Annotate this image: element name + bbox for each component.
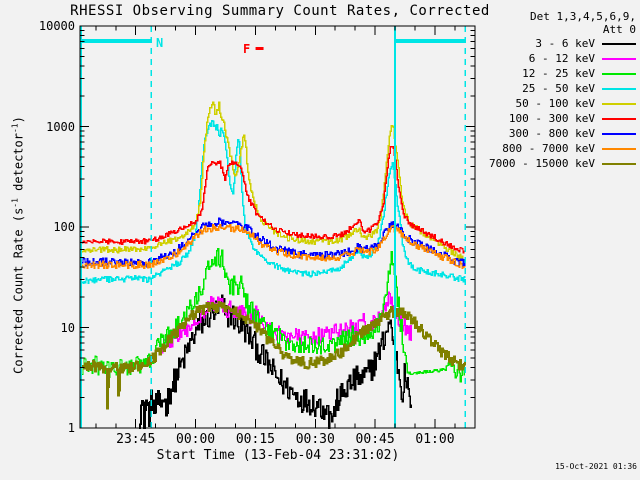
flare-flag-label: F [243, 42, 251, 56]
chart-title: RHESSI Observing Summary Count Rates, Co… [70, 3, 490, 19]
x-axis-title: Start Time (13-Feb-04 23:31:02) [156, 448, 400, 463]
x-tick-label: 00:30 [295, 432, 335, 447]
night-flag-label: N [156, 36, 164, 50]
legend-entry-label: 800 - 7000 keV [502, 142, 595, 155]
legend-entry-label: 300 - 800 keV [508, 127, 595, 140]
series-3-6-kev [139, 294, 413, 429]
legend-color-swatch [602, 42, 636, 45]
y-tick-label: 10 [60, 320, 75, 335]
y-tick-label: 100 [53, 220, 75, 234]
series-800-7000-kev [82, 223, 466, 270]
y-tick-label: 1 [67, 421, 75, 435]
x-tick-label: 23:45 [116, 432, 156, 447]
series-7000-15000-kev [81, 301, 467, 410]
legend-color-swatch [602, 162, 636, 165]
legend-entry: 800 - 7000 keV [482, 141, 638, 156]
legend-color-swatch [602, 102, 636, 105]
flare-flag-dash [255, 47, 264, 50]
legend-entry: 300 - 800 keV [482, 126, 638, 141]
legend-entry-label: 3 - 6 keV [535, 37, 595, 50]
legend-header-detectors: Det 1,3,4,5,6,9, [530, 10, 636, 23]
legend-entry-label: 50 - 100 keV [515, 97, 595, 110]
x-tick-label: 00:45 [355, 432, 395, 447]
legend-color-swatch [602, 117, 636, 120]
series-100-300-kev [82, 146, 466, 254]
legend-entry: 100 - 300 keV [482, 111, 638, 126]
legend-header-attenuator: Att 0 [602, 23, 636, 36]
legend-entry-label: 7000 - 15000 keV [489, 157, 595, 170]
x-tick-label: 01:00 [415, 432, 455, 447]
legend-color-swatch [602, 132, 636, 135]
legend-color-swatch [602, 57, 636, 60]
y-tick-label: 10000 [38, 19, 75, 33]
legend-entry: 7000 - 15000 keV [482, 156, 638, 171]
night-bar [80, 39, 152, 43]
y-tick-label: 1000 [46, 119, 75, 134]
series-12-25-kev-gap [408, 362, 465, 383]
legend: Det 1,3,4,5,6,9, Att 0 3 - 6 keV 6 - 12 k… [482, 10, 638, 171]
night-bar [396, 39, 466, 43]
legend-entry: 25 - 50 keV [482, 81, 638, 96]
legend-color-swatch [602, 87, 636, 90]
legend-entry: 6 - 12 keV [482, 51, 638, 66]
legend-color-swatch [602, 72, 636, 75]
legend-entry: 12 - 25 keV [482, 66, 638, 81]
x-tick-label: 00:15 [235, 432, 275, 447]
legend-color-swatch [602, 147, 636, 150]
creation-timestamp: 15-Oct-2021 01:36 [555, 462, 637, 471]
series-25-50-kev [82, 119, 466, 285]
legend-entry-label: 25 - 50 keV [522, 82, 595, 95]
x-tick-label: 00:00 [176, 432, 216, 447]
series-50-100-kev [82, 101, 466, 262]
legend-entry: 50 - 100 keV [482, 96, 638, 111]
legend-entry-label: 100 - 300 keV [508, 112, 595, 125]
legend-entry-label: 6 - 12 keV [528, 52, 595, 65]
legend-entry: 3 - 6 keV [482, 36, 638, 51]
legend-entry-label: 12 - 25 keV [522, 67, 595, 80]
y-axis-title: Corrected Count Rate (s-1 detector-1) [10, 116, 26, 374]
